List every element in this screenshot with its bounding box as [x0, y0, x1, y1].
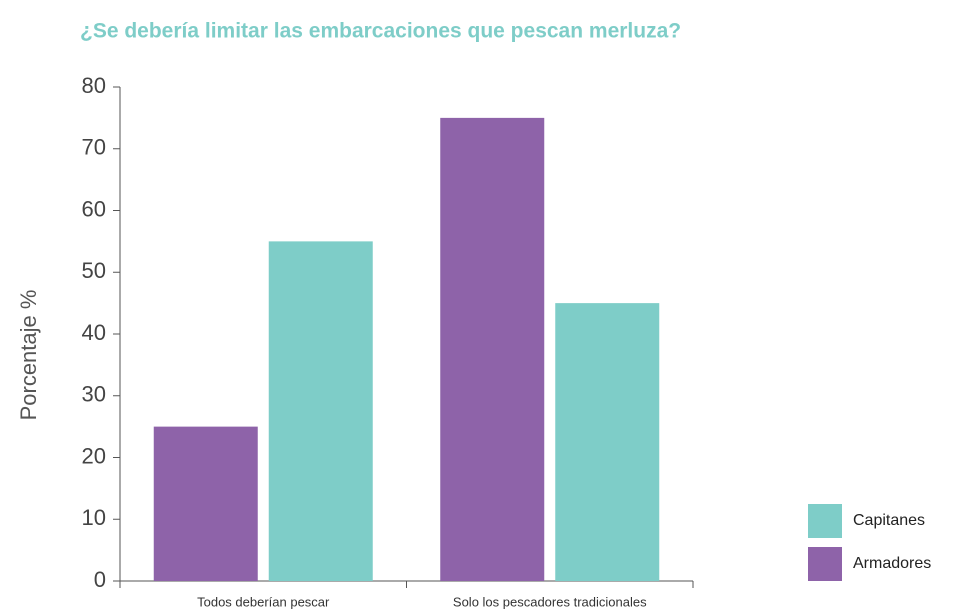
- legend-swatch: [808, 547, 842, 581]
- y-tick-label: 50: [82, 258, 106, 283]
- y-tick-label: 30: [82, 382, 106, 407]
- y-tick-label: 70: [82, 135, 106, 160]
- x-tick-label: Todos deberían pescar: [197, 594, 330, 609]
- y-tick-label: 20: [82, 443, 106, 468]
- bar: [268, 241, 373, 581]
- legend-label: Armadores: [853, 555, 931, 572]
- y-tick-label: 40: [82, 320, 106, 345]
- y-tick-label: 10: [82, 505, 106, 530]
- legend-label: Capitanes: [853, 512, 925, 529]
- x-tick-label: Solo los pescadores tradicionales: [453, 594, 647, 609]
- bar: [555, 303, 660, 581]
- y-tick-label: 0: [94, 567, 106, 592]
- bar: [153, 426, 258, 581]
- y-tick-label: 60: [82, 196, 106, 221]
- chart-title: ¿Se debería limitar las embarcaciones qu…: [80, 20, 681, 43]
- legend-swatch: [808, 504, 842, 538]
- y-tick-label: 80: [82, 73, 106, 98]
- y-axis-label: Porcentaje %: [16, 290, 41, 421]
- bar: [440, 117, 545, 581]
